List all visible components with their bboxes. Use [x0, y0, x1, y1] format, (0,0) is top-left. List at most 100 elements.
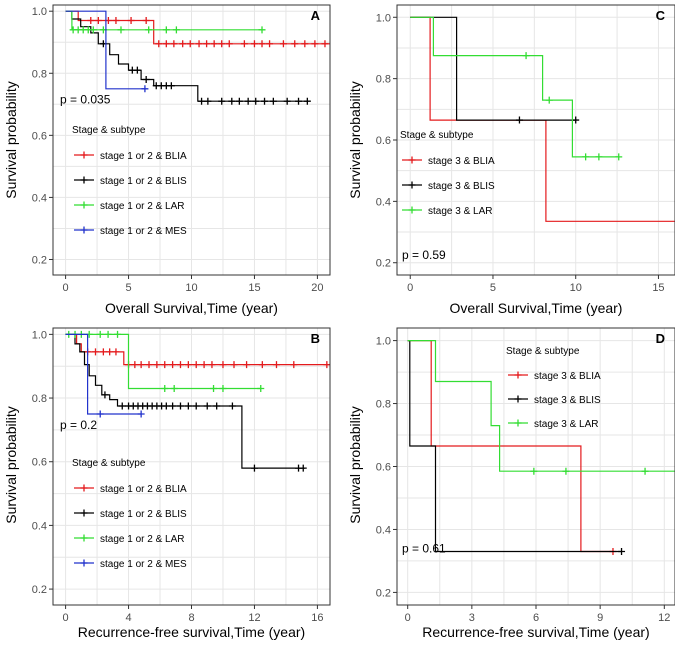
legend-entry-label: stage 1 or 2 & MES [100, 226, 187, 237]
legend-entry-label: stage 1 or 2 & BLIA [100, 484, 187, 495]
y-tick-label: 0.4 [32, 520, 47, 532]
censor-mark-stage-1-or-2-lar [114, 330, 122, 338]
censor-mark-stage-1-or-2-blis [295, 97, 303, 105]
censor-mark-stage-1-or-2-lar [117, 26, 125, 34]
censor-mark-stage-1-or-2-blis [133, 66, 141, 74]
censor-mark-stage-1-or-2-blia [195, 40, 203, 48]
legend-entry-label: stage 1 or 2 & BLIA [100, 151, 187, 162]
legend-key-marker [514, 419, 522, 427]
legend-entry-label: stage 3 & BLIA [534, 371, 601, 382]
censor-mark-stage-1-or-2-blia [250, 40, 258, 48]
censor-mark-stage-3-lar [641, 467, 649, 475]
x-axis-title: Recurrence-free survival,Time (year) [78, 624, 305, 640]
series-line-stage-1-or-2-blis [65, 333, 305, 469]
p-value-label: p = 0.035 [60, 93, 111, 107]
censor-mark-stage-1-or-2-blia [186, 40, 194, 48]
censor-mark-stage-1-or-2-blia [170, 40, 178, 48]
y-tick-label: 0.6 [376, 462, 391, 474]
legend-title: Stage & subtype [72, 458, 146, 469]
y-tick-label: 0.2 [376, 258, 391, 270]
censor-mark-stage-1-or-2-lar [258, 26, 266, 34]
panel-a: 0 5 10 15 20 0.2 0.4 0.6 0.8 1.0 Overall Survival,… [3, 4, 331, 316]
censor-mark-stage-1-or-2-lar [145, 26, 153, 34]
censor-mark-stage-3-blis [618, 547, 626, 555]
panel-letter: A [311, 8, 321, 23]
censor-mark-stage-1-or-2-blia [179, 40, 187, 48]
censor-mark-stage-1-or-2-blis [213, 402, 221, 410]
censor-mark-stage-1-or-2-lar [104, 330, 112, 338]
series-line-stage-1-or-2-blis [65, 10, 308, 102]
x-tick-label: 9 [597, 612, 603, 624]
censor-mark-stage-1-or-2-blia [161, 361, 169, 369]
series-group [410, 16, 675, 222]
x-tick-label: 0 [405, 612, 411, 624]
y-tick-label: 0.8 [376, 399, 391, 411]
y-axis-title: Survival probability [3, 81, 19, 199]
x-tick-label: 16 [311, 612, 323, 624]
censor-mark-stage-1-or-2-blia [301, 40, 309, 48]
censor-mark-stage-1-or-2-blia [311, 40, 319, 48]
censor-mark-stage-1-or-2-lar [162, 26, 170, 34]
y-tick-label: 1.0 [376, 12, 391, 24]
censor-mark-stage-1-or-2-blis [162, 402, 170, 410]
x-tick-label: 0 [63, 282, 69, 294]
censor-mark-stage-1-or-2-blia [112, 17, 120, 25]
panel-b: 0 4 8 12 16 0.2 0.4 0.6 0.8 1.0 Recurrence-free su… [3, 327, 331, 640]
x-axis-title: Overall Survival,Time (year) [105, 300, 278, 316]
y-tick-label: 0.4 [376, 196, 391, 208]
panel-letter: B [311, 331, 320, 346]
censor-mark-stage-1-or-2-blia [137, 361, 145, 369]
x-axis-title: Recurrence-free survival,Time (year) [422, 624, 649, 640]
x-tick-label: 0 [63, 612, 69, 624]
censor-mark-stage-1-or-2-lar [257, 384, 265, 392]
series-line-stage-1-or-2-blia [65, 333, 330, 366]
x-tick-label: 8 [188, 612, 194, 624]
censor-mark-stage-1-or-2-blis [244, 97, 252, 105]
censor-mark-stage-3-blis [515, 116, 523, 124]
y-tick-label: 1.0 [376, 336, 391, 348]
y-axis-title: Survival probability [347, 81, 363, 199]
censor-mark-stage-1-or-2-mes [96, 410, 104, 418]
censor-mark-stage-1-or-2-blis [142, 75, 150, 83]
panel-letter: D [656, 331, 665, 346]
legend-key-marker [80, 534, 88, 542]
censor-mark-stage-1-or-2-blis [169, 402, 177, 410]
censor-mark-stage-1-or-2-blis [192, 402, 200, 410]
censor-mark-stage-1-or-2-lar [170, 384, 178, 392]
y-tick-label: 0.4 [376, 524, 391, 536]
censor-mark-stage-3-lar [582, 153, 590, 161]
censor-mark-stage-1-or-2-blia [162, 40, 170, 48]
censor-mark-stage-1-or-2-blia [240, 40, 248, 48]
censor-mark-stage-1-or-2-blia [91, 348, 99, 356]
legend-key-marker [80, 559, 88, 567]
censor-mark-stage-1-or-2-blia [321, 40, 329, 48]
censor-mark-stage-1-or-2-blis [303, 97, 311, 105]
censor-mark-stage-1-or-2-blia [290, 361, 298, 369]
grid [53, 5, 330, 275]
y-tick-label: 1.0 [32, 329, 47, 341]
censor-mark-stage-1-or-2-mes [141, 85, 149, 93]
x-tick-label: 10 [185, 282, 197, 294]
censor-mark-stage-1-or-2-blis [283, 97, 291, 105]
legend-key-marker [80, 484, 88, 492]
censor-mark-stage-1-or-2-blis [261, 97, 269, 105]
x-tick-label: 5 [490, 282, 496, 294]
censor-mark-stage-1-or-2-lar [96, 330, 104, 338]
censor-mark-stage-1-or-2-blia [258, 361, 266, 369]
censor-mark-stage-1-or-2-lar [219, 384, 227, 392]
censor-mark-stage-1-or-2-blis [118, 402, 126, 410]
legend-entry-label: stage 1 or 2 & BLIS [100, 509, 187, 520]
legend-entry-label: stage 3 & BLIS [428, 181, 495, 192]
censor-mark-stage-1-or-2-blia [192, 361, 200, 369]
y-axis-title: Survival probability [3, 406, 19, 524]
x-tick-label: 0 [407, 282, 413, 294]
series-line-stage-3-lar [407, 340, 675, 472]
censor-mark-stage-1-or-2-lar [210, 384, 218, 392]
censor-mark-stage-1-or-2-blia [208, 361, 216, 369]
censor-mark-stage-1-or-2-blis [204, 97, 212, 105]
censor-mark-stage-1-or-2-blia [219, 361, 227, 369]
y-tick-label: 0.8 [32, 68, 47, 80]
y-tick-label: 1.0 [32, 6, 47, 18]
censor-mark-stage-1-or-2-blia [142, 17, 150, 25]
legend-entry-label: stage 3 & LAR [428, 206, 492, 217]
